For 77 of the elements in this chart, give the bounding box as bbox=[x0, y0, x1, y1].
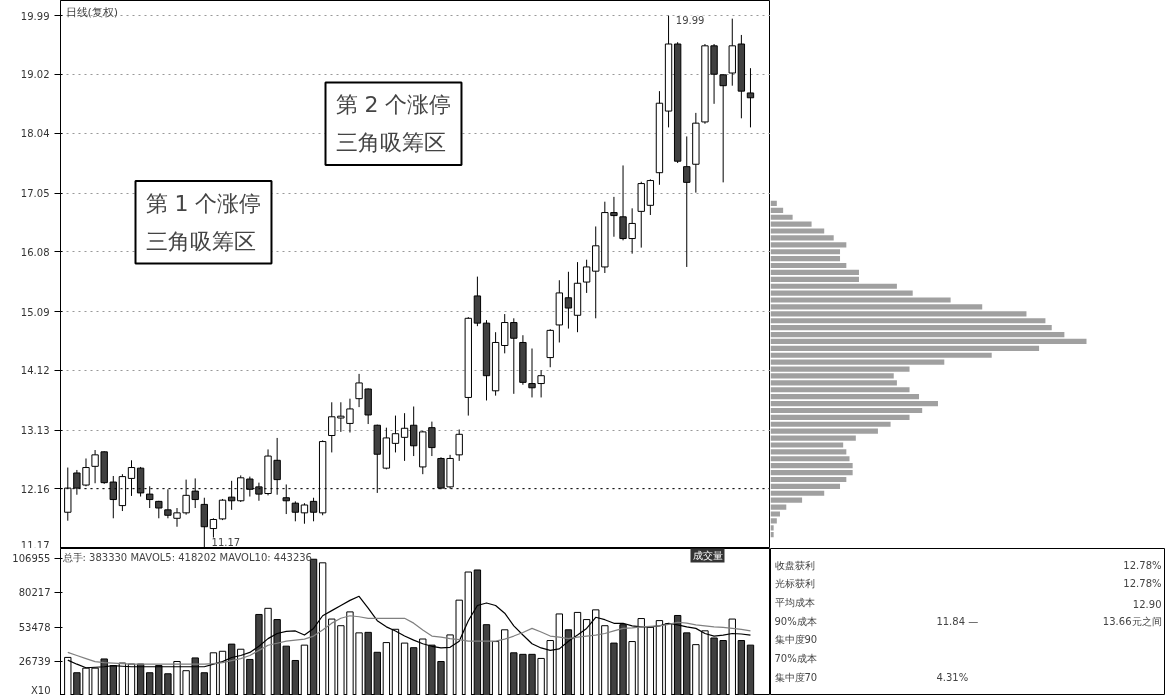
text: 收盘获利 bbox=[774, 559, 815, 571]
annotation: 第 2 个涨停三角吸筹区 bbox=[335, 92, 452, 155]
candlestick bbox=[582, 259, 591, 294]
candlestick bbox=[400, 412, 409, 462]
candlestick bbox=[719, 73, 727, 183]
y-tick-label: 13.13 bbox=[20, 425, 50, 437]
candlestick bbox=[746, 67, 755, 128]
bar bbox=[770, 331, 1065, 338]
bar bbox=[770, 325, 1052, 331]
y-tick-label: 53478 bbox=[18, 621, 51, 633]
text: 70%成本 bbox=[774, 653, 817, 665]
bar bbox=[770, 400, 938, 407]
y-tick-label: 16.08 bbox=[20, 246, 50, 258]
bar bbox=[770, 421, 891, 427]
bar bbox=[770, 214, 793, 220]
text: 12.90 bbox=[1132, 598, 1162, 610]
bar bbox=[770, 276, 859, 282]
bar bbox=[770, 256, 841, 262]
bar bbox=[770, 387, 910, 393]
bar bbox=[770, 345, 1040, 351]
bar bbox=[770, 200, 777, 206]
candlestick bbox=[564, 271, 573, 330]
text: 4.31% bbox=[936, 671, 969, 683]
bar bbox=[770, 497, 803, 503]
candlestick bbox=[309, 497, 318, 522]
bar bbox=[770, 532, 774, 538]
candlestick bbox=[300, 502, 309, 525]
y-tick-label: 12.16 bbox=[20, 483, 50, 495]
y-tick-label: 11.17 bbox=[20, 539, 50, 551]
y-tick-label: 19.99 bbox=[20, 10, 50, 22]
bar bbox=[770, 456, 850, 462]
bar bbox=[770, 490, 825, 496]
bar bbox=[770, 525, 774, 531]
bar bbox=[770, 352, 992, 358]
y-tick-label: 18.04 bbox=[20, 128, 50, 140]
y-tick-label: 17.05 bbox=[20, 188, 50, 200]
text: 90%成本 bbox=[774, 615, 817, 627]
y-tick-label: 15.09 bbox=[20, 306, 50, 318]
text: 13.66元之间 bbox=[1102, 615, 1162, 627]
bar bbox=[770, 407, 923, 414]
line-series bbox=[67, 615, 752, 665]
candlestick bbox=[683, 135, 691, 268]
bar bbox=[770, 207, 784, 213]
text: X10 bbox=[30, 684, 51, 695]
bar bbox=[770, 483, 841, 489]
text: 12.78% bbox=[1123, 578, 1162, 590]
text: 日线(复权) bbox=[65, 5, 119, 19]
text: 集中度70 bbox=[774, 671, 818, 683]
text: 12.78% bbox=[1123, 559, 1162, 571]
candlestick bbox=[455, 428, 463, 462]
candlestick bbox=[391, 415, 400, 453]
bar bbox=[770, 463, 853, 469]
bar bbox=[770, 262, 847, 269]
y-tick-label: 106955 bbox=[12, 553, 51, 565]
text: 光标获利 bbox=[774, 578, 815, 590]
y-tick-label: 14.12 bbox=[20, 365, 50, 377]
chart-title: 总手: 383330 MAVOL5: 418202 MAVOL10: 443236 bbox=[61, 551, 312, 563]
annotation: 19.99 bbox=[675, 14, 705, 26]
bar bbox=[770, 469, 853, 476]
candlestick bbox=[209, 517, 218, 539]
annotation: 第 1 个涨停三角吸筹区 bbox=[145, 191, 262, 254]
y-tick-label: 19.02 bbox=[20, 69, 50, 81]
bar bbox=[770, 414, 910, 420]
candlestick bbox=[291, 500, 300, 522]
y-tick-label: 80217 bbox=[18, 587, 51, 599]
bar bbox=[770, 283, 897, 289]
bar bbox=[770, 476, 847, 483]
bar bbox=[770, 318, 1046, 324]
text: 集中度90 bbox=[774, 634, 818, 646]
annotation: 11.17 bbox=[211, 536, 241, 548]
bar bbox=[770, 338, 1087, 345]
y-tick-label: 26739 bbox=[18, 655, 51, 667]
text: 平均成本 bbox=[774, 596, 815, 608]
annotation: 成交量 bbox=[692, 549, 723, 561]
bar bbox=[770, 269, 859, 276]
text: 11.84 — bbox=[936, 615, 979, 627]
bar bbox=[770, 394, 920, 400]
